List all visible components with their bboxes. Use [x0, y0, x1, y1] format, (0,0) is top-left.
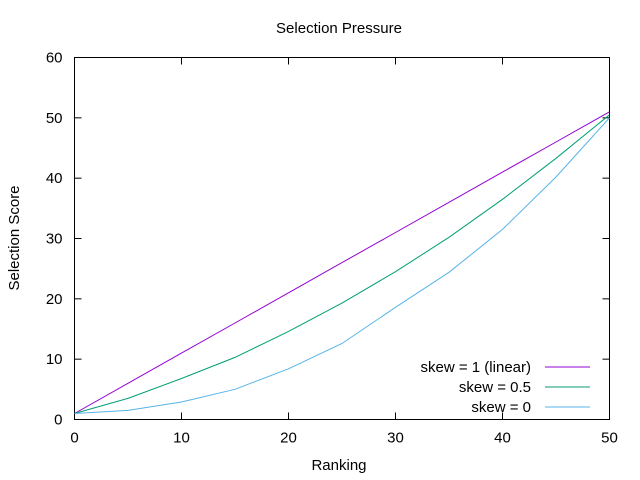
- x-tick-label: 40: [494, 430, 511, 447]
- x-tick-label: 50: [601, 430, 618, 447]
- x-axis-label: Ranking: [311, 457, 366, 474]
- y-tick-label: 20: [46, 291, 63, 308]
- y-tick-label: 50: [46, 110, 63, 127]
- series-line-2: [74, 117, 610, 414]
- legend: skew = 1 (linear) skew = 0.5 skew = 0: [421, 359, 590, 416]
- series-line-0: [74, 111, 610, 414]
- x-tick-label: 20: [280, 430, 297, 447]
- y-tick-label: 10: [46, 351, 63, 368]
- legend-label-2: skew = 0: [471, 399, 531, 416]
- y-tick-label: 60: [46, 50, 63, 67]
- y-tick-label: 0: [54, 412, 62, 429]
- chart-title: Selection Pressure: [276, 20, 402, 37]
- x-tick-label: 30: [387, 430, 404, 447]
- series-line-1: [74, 114, 610, 414]
- x-tick-label: 10: [173, 430, 190, 447]
- legend-label-0: skew = 1 (linear): [421, 359, 531, 376]
- y-tick-label: 30: [46, 231, 63, 248]
- x-tick-label: 0: [70, 430, 78, 447]
- axis-ticks: 0 10 20 30 40 50 0 10 20 30 40 50 60: [46, 50, 618, 447]
- y-tick-label: 40: [46, 170, 63, 187]
- y-axis-label: Selection Score: [6, 185, 23, 290]
- legend-label-1: skew = 0.5: [459, 379, 531, 396]
- series-lines: [74, 111, 610, 414]
